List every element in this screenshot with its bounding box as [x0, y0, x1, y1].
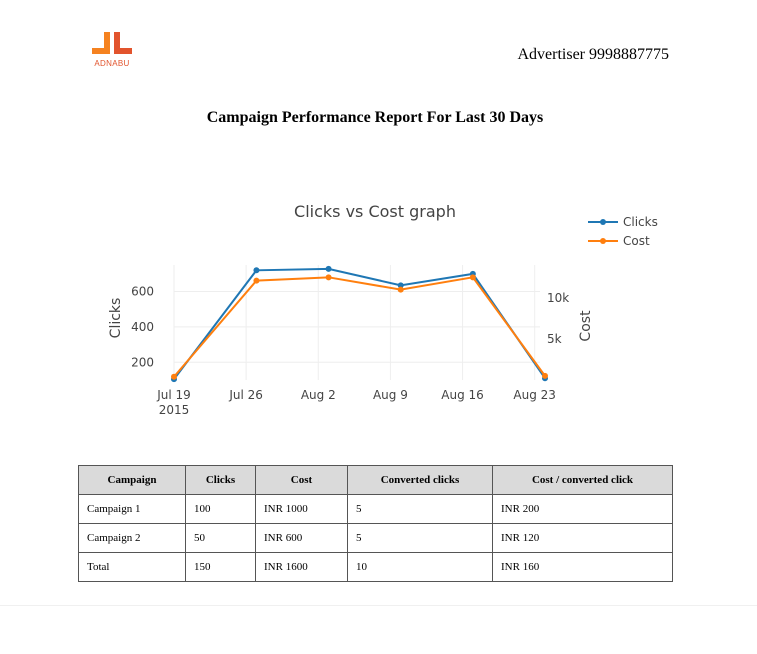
table-row-total: Total 150 INR 1600 10 INR 160	[78, 552, 673, 582]
x-tick-label: Aug 16	[441, 388, 484, 402]
x-tick-label: Aug 9	[373, 388, 408, 402]
chart-title: Clicks vs Cost graph	[294, 202, 456, 221]
column-header-cost-per-converted-click: Cost / converted click	[492, 465, 673, 495]
data-point-cost	[253, 277, 260, 284]
table-cell: 100	[185, 494, 256, 524]
data-point-clicks	[325, 265, 332, 272]
chart-series	[171, 265, 548, 383]
table-header-row: Campaign Clicks Cost Converted clicks Co…	[78, 465, 673, 495]
x-tick-label: Jul 19	[156, 388, 191, 402]
table-cell: 150	[185, 552, 256, 582]
data-point-cost	[397, 286, 404, 293]
y-right-tick-label: 5k	[547, 332, 562, 346]
y-axis-left-label: Clicks	[108, 298, 124, 339]
y-left-tick-label: 600	[131, 285, 154, 299]
x-tick-label: Aug 23	[513, 388, 556, 402]
y-left-tick-label: 200	[131, 355, 154, 369]
series-line-clicks	[173, 267, 546, 380]
legend-label-cost: Cost	[623, 234, 650, 248]
data-point-cost	[542, 372, 548, 379]
y-axis-right-label: Cost	[578, 310, 594, 342]
report-title: Campaign Performance Report For Last 30 …	[206, 109, 544, 126]
table-row: Campaign 1 100 INR 1000 5 INR 200	[78, 494, 673, 524]
x-tick-sublabel: 2015	[159, 403, 190, 417]
table-cell: INR 1600	[255, 552, 348, 582]
table-cell: INR 1000	[255, 494, 348, 524]
table-cell: INR 120	[492, 523, 673, 553]
table-cell: Campaign 2	[78, 523, 186, 553]
data-point-clicks	[253, 267, 260, 274]
clicks-cost-chart: Clicks vs Cost graph Clicks Cost Jul 192…	[108, 202, 658, 417]
table-cell: INR 600	[255, 523, 348, 553]
table-cell: 50	[185, 523, 256, 553]
table-cell: 5	[347, 523, 493, 553]
column-header-converted-clicks: Converted clicks	[347, 465, 493, 495]
campaign-table: Campaign Clicks Cost Converted clicks Co…	[78, 465, 673, 582]
x-tick-label: Jul 26	[228, 388, 263, 402]
chart-legend: Clicks Cost	[588, 215, 658, 248]
legend-label-clicks: Clicks	[623, 215, 658, 229]
y-left-tick-label: 400	[131, 320, 154, 334]
table-cell: INR 160	[492, 552, 673, 582]
data-point-clicks	[397, 282, 404, 289]
column-header-campaign: Campaign	[78, 465, 186, 495]
chart-grid	[173, 265, 540, 380]
footer-divider	[0, 605, 757, 606]
table-cell: Total	[78, 552, 186, 582]
column-header-clicks: Clicks	[185, 465, 256, 495]
advertiser-label: Advertiser 9998887775	[517, 46, 669, 63]
table-cell: Campaign 1	[78, 494, 186, 524]
data-point-cost	[171, 373, 177, 380]
logo-text: ADNABU	[94, 59, 130, 68]
logo-mark	[92, 32, 132, 54]
legend-item-cost[interactable]: Cost	[588, 234, 650, 248]
adnabu-logo: ADNABU	[88, 30, 136, 70]
table-cell: 5	[347, 494, 493, 524]
data-point-cost	[325, 274, 332, 281]
y-right-tick-label: 10k	[547, 291, 569, 305]
table-row: Campaign 2 50 INR 600 5 INR 120	[78, 523, 673, 553]
table-cell: 10	[347, 552, 493, 582]
table-cell: INR 200	[492, 494, 673, 524]
legend-item-clicks[interactable]: Clicks	[588, 215, 658, 229]
column-header-cost: Cost	[255, 465, 348, 495]
x-tick-label: Aug 2	[301, 388, 336, 402]
series-line-cost	[173, 276, 546, 378]
data-point-cost	[469, 274, 476, 281]
